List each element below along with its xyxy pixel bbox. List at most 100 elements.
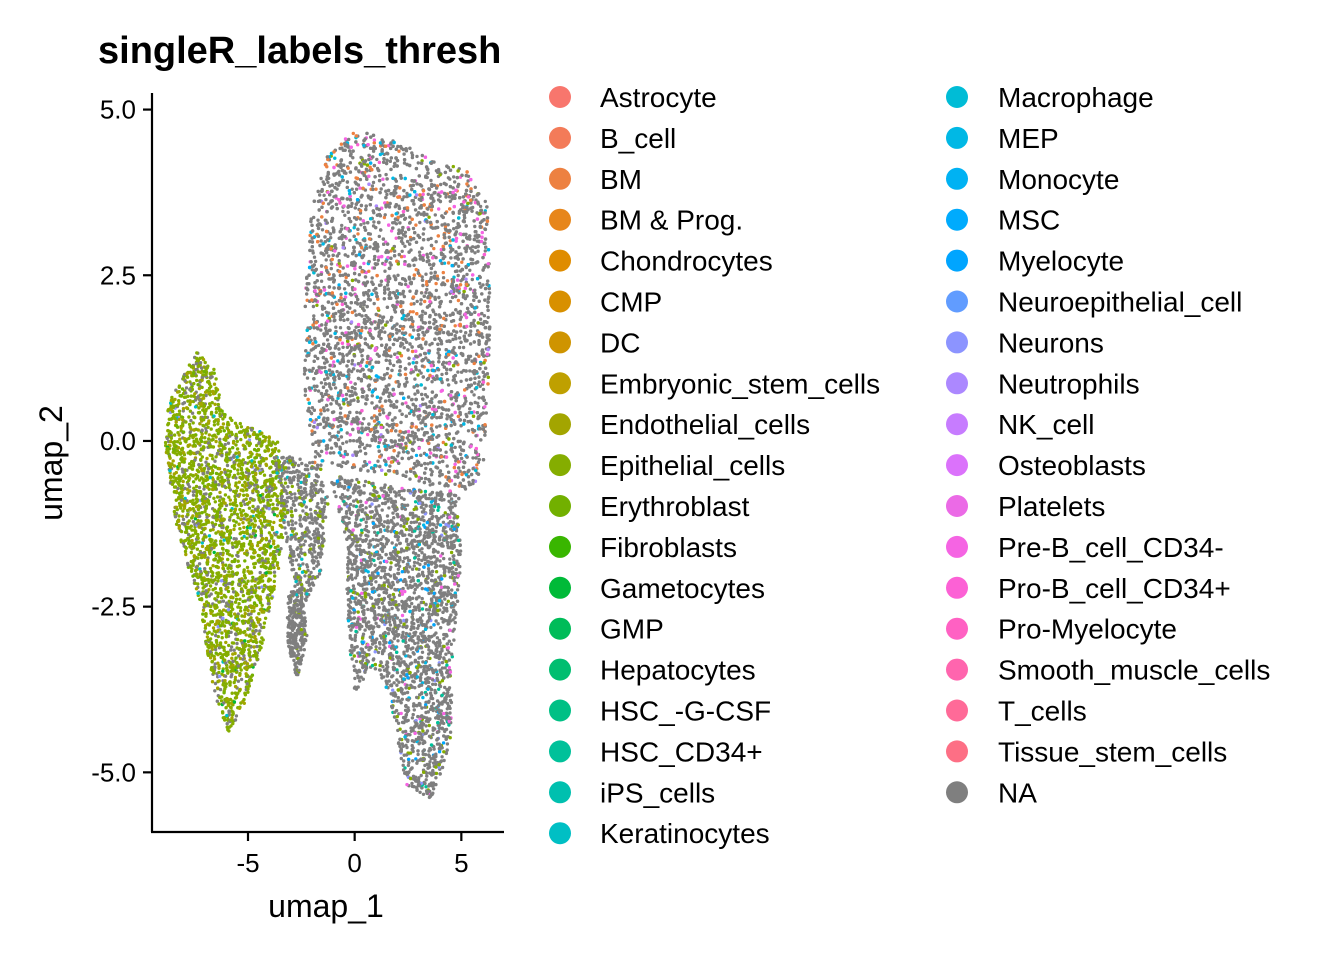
scatter-point bbox=[235, 571, 240, 575]
scatter-point bbox=[219, 624, 223, 628]
scatter-point bbox=[224, 548, 229, 553]
scatter-point bbox=[232, 510, 237, 515]
scatter-point bbox=[241, 521, 245, 525]
scatter-point bbox=[189, 466, 193, 470]
scatter-point bbox=[251, 489, 255, 493]
scatter-point bbox=[394, 236, 398, 240]
scatter-point bbox=[362, 417, 366, 421]
scatter-point bbox=[231, 502, 236, 507]
scatter-point bbox=[223, 718, 227, 722]
scatter-point bbox=[199, 575, 203, 579]
scatter-point bbox=[214, 633, 218, 638]
scatter-point bbox=[272, 483, 276, 487]
scatter-point bbox=[234, 714, 239, 718]
scatter-point bbox=[211, 445, 216, 449]
scatter-point bbox=[230, 602, 234, 606]
scatter-point bbox=[247, 521, 251, 525]
scatter-point bbox=[194, 587, 199, 591]
scatter-point bbox=[252, 601, 257, 605]
scatter-point bbox=[200, 429, 204, 433]
scatter-point bbox=[222, 608, 226, 612]
scatter-point bbox=[206, 462, 211, 466]
scatter-point bbox=[221, 683, 225, 687]
scatter-point bbox=[270, 526, 274, 530]
scatter-point bbox=[208, 375, 213, 380]
scatter-point bbox=[269, 498, 273, 502]
scatter-point bbox=[236, 627, 240, 631]
scatter-point bbox=[216, 628, 220, 633]
scatter-point bbox=[226, 589, 231, 594]
scatter-point bbox=[214, 651, 218, 655]
scatter-point bbox=[203, 390, 208, 394]
scatter-point bbox=[171, 459, 175, 463]
scatter-point bbox=[213, 689, 217, 693]
scatter-point bbox=[213, 681, 218, 686]
scatter-point bbox=[267, 577, 271, 581]
scatter-point bbox=[221, 517, 225, 521]
scatter-point bbox=[408, 289, 412, 293]
scatter-point bbox=[221, 563, 225, 567]
scatter-point bbox=[239, 542, 244, 547]
scatter-point bbox=[207, 623, 212, 627]
scatter-point bbox=[213, 459, 217, 463]
scatter-point bbox=[181, 402, 185, 406]
scatter-point bbox=[235, 439, 239, 444]
scatter-point bbox=[478, 317, 483, 321]
scatter-point bbox=[195, 500, 199, 504]
scatter-point bbox=[203, 604, 208, 608]
scatter-point bbox=[228, 515, 232, 519]
scatter-point bbox=[264, 571, 268, 575]
scatter-point bbox=[240, 536, 244, 540]
scatter-point bbox=[241, 657, 245, 661]
scatter-point bbox=[240, 476, 245, 481]
scatter-point bbox=[177, 526, 181, 530]
scatter-point bbox=[225, 426, 229, 430]
scatter-point bbox=[209, 466, 214, 470]
scatter-point bbox=[212, 558, 216, 562]
scatter-point bbox=[206, 380, 210, 384]
scatter-point bbox=[281, 512, 285, 516]
scatter-point bbox=[451, 164, 455, 169]
scatter-point bbox=[188, 526, 192, 530]
scatter-point bbox=[272, 579, 276, 584]
scatter-point bbox=[196, 507, 201, 512]
scatter-point bbox=[264, 495, 269, 499]
scatter-point bbox=[384, 172, 388, 177]
scatter-point bbox=[232, 648, 236, 652]
scatter-point bbox=[222, 691, 226, 695]
scatter-point bbox=[192, 451, 196, 455]
scatter-point bbox=[254, 577, 258, 581]
scatter-point bbox=[219, 539, 223, 543]
scatter-point bbox=[240, 648, 244, 652]
scatter-point bbox=[273, 557, 278, 561]
scatter-point bbox=[239, 677, 244, 682]
scatter-point bbox=[235, 692, 239, 697]
scatter-point bbox=[224, 640, 228, 645]
scatter-point bbox=[415, 154, 419, 159]
scatter-point bbox=[200, 544, 205, 549]
scatter-point bbox=[385, 192, 389, 197]
scatter-point bbox=[175, 413, 179, 417]
scatter-point bbox=[198, 398, 202, 402]
scatter-point bbox=[225, 586, 229, 591]
scatter-point bbox=[189, 550, 193, 555]
scatter-point bbox=[253, 463, 258, 468]
scatter-point bbox=[471, 456, 475, 460]
scatter-point bbox=[362, 261, 366, 266]
scatter-point bbox=[230, 582, 234, 586]
scatter-point bbox=[217, 679, 221, 683]
scatter-point bbox=[255, 543, 260, 548]
scatter-point bbox=[199, 569, 203, 574]
scatter-point bbox=[222, 429, 226, 433]
scatter-point bbox=[277, 552, 281, 556]
scatter-point bbox=[216, 571, 221, 575]
scatter-point bbox=[204, 612, 208, 616]
scatter-point bbox=[200, 378, 204, 382]
scatter-point bbox=[266, 449, 270, 453]
scatter-point bbox=[218, 499, 222, 503]
scatter-point bbox=[452, 227, 456, 231]
scatter-point bbox=[231, 446, 235, 450]
scatter-point bbox=[427, 455, 432, 459]
scatter-point bbox=[180, 521, 185, 526]
scatter-point bbox=[212, 508, 217, 513]
